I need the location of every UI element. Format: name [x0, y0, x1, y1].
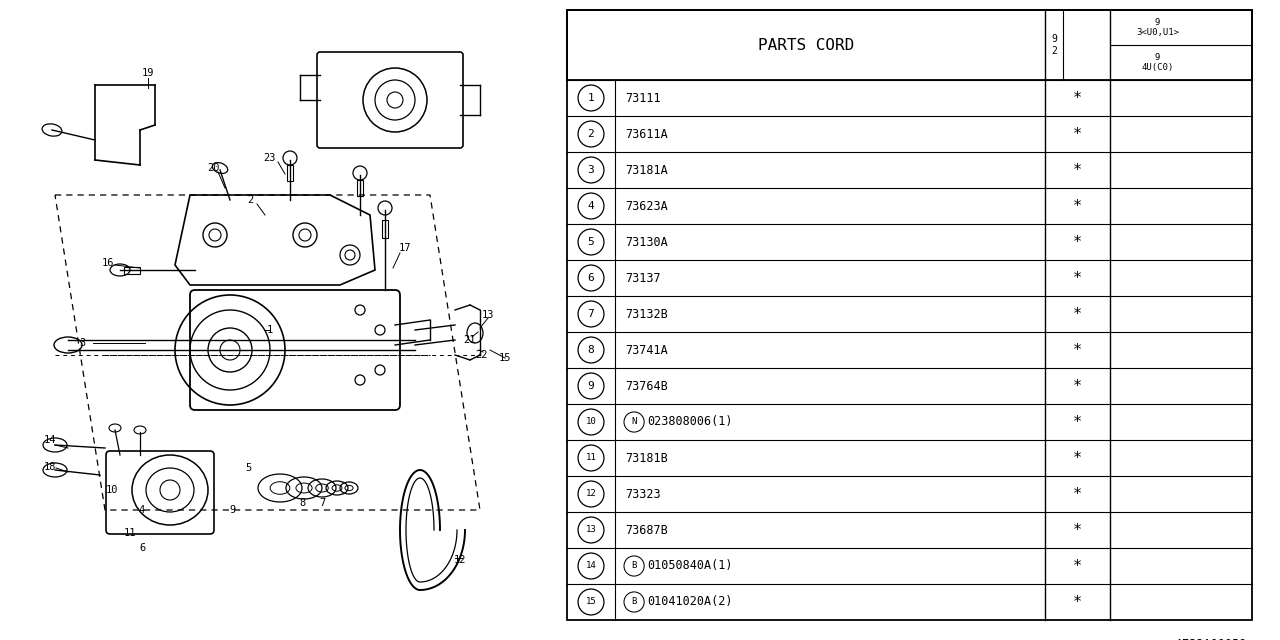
Bar	[124, 267, 140, 274]
Text: 01041020A(2): 01041020A(2)	[648, 595, 732, 609]
Text: 2: 2	[588, 129, 594, 139]
Text: 73623A: 73623A	[625, 200, 668, 212]
Bar	[381, 220, 388, 238]
Bar	[357, 180, 364, 196]
Text: 5: 5	[588, 237, 594, 247]
Text: 6: 6	[138, 543, 145, 553]
Text: 19: 19	[142, 68, 155, 78]
Text: N: N	[631, 417, 636, 426]
Text: *: *	[1073, 415, 1082, 429]
Text: *: *	[1073, 559, 1082, 573]
Text: *: *	[1073, 342, 1082, 358]
Text: 4: 4	[588, 201, 594, 211]
Text: 8: 8	[588, 345, 594, 355]
Text: *: *	[1073, 198, 1082, 214]
Bar	[287, 165, 293, 181]
Text: *: *	[1073, 378, 1082, 394]
Text: 18: 18	[44, 462, 56, 472]
Text: 6: 6	[588, 273, 594, 283]
Text: 9
4U(C0): 9 4U(C0)	[1142, 53, 1174, 72]
Text: 01050840A(1): 01050840A(1)	[648, 559, 732, 573]
Text: 12: 12	[586, 490, 596, 499]
Text: 2: 2	[247, 195, 253, 205]
Text: 16: 16	[101, 258, 114, 268]
Text: 20: 20	[207, 163, 219, 173]
Text: 9: 9	[588, 381, 594, 391]
Text: 1: 1	[266, 325, 273, 335]
Text: 73181B: 73181B	[625, 451, 668, 465]
Text: 14: 14	[44, 435, 56, 445]
Text: 15: 15	[586, 598, 596, 607]
Bar	[567, 10, 1252, 80]
Text: 9
2: 9 2	[1051, 34, 1057, 56]
Text: 22: 22	[476, 350, 488, 360]
Text: 73323: 73323	[625, 488, 660, 500]
Text: 11: 11	[124, 528, 136, 538]
Text: B: B	[631, 598, 636, 607]
Text: 13: 13	[481, 310, 494, 320]
Text: 9: 9	[230, 505, 236, 515]
Text: 4: 4	[138, 505, 145, 515]
Text: 7: 7	[319, 498, 325, 508]
Text: 023808006(1): 023808006(1)	[648, 415, 732, 429]
Text: 13: 13	[586, 525, 596, 534]
Text: 15: 15	[499, 353, 511, 363]
Text: 73764B: 73764B	[625, 380, 668, 392]
Text: *: *	[1073, 307, 1082, 321]
Text: 73687B: 73687B	[625, 524, 668, 536]
Text: 7: 7	[588, 309, 594, 319]
Text: *: *	[1073, 451, 1082, 465]
Text: B: B	[631, 561, 636, 570]
Text: 73130A: 73130A	[625, 236, 668, 248]
Text: *: *	[1073, 595, 1082, 609]
Text: *: *	[1073, 127, 1082, 141]
Text: 8: 8	[300, 498, 306, 508]
Bar	[567, 10, 1252, 620]
Text: 11: 11	[586, 454, 596, 463]
Text: 21: 21	[463, 335, 476, 345]
Text: 1: 1	[588, 93, 594, 103]
Text: *: *	[1073, 234, 1082, 250]
Text: 3: 3	[79, 338, 86, 348]
Text: 12: 12	[453, 555, 466, 565]
Text: 10: 10	[586, 417, 596, 426]
Text: *: *	[1073, 486, 1082, 502]
Text: *: *	[1073, 163, 1082, 177]
Text: 17: 17	[399, 243, 411, 253]
Text: 9
3<U0,U1>: 9 3<U0,U1>	[1137, 18, 1179, 37]
Text: 23: 23	[264, 153, 276, 163]
Text: 73741A: 73741A	[625, 344, 668, 356]
Text: *: *	[1073, 522, 1082, 538]
Text: 73132B: 73132B	[625, 307, 668, 321]
Text: *: *	[1073, 90, 1082, 106]
Text: 73611A: 73611A	[625, 127, 668, 141]
Text: 73137: 73137	[625, 271, 660, 285]
Text: 73181A: 73181A	[625, 163, 668, 177]
Text: *: *	[1073, 271, 1082, 285]
Text: A732A00058: A732A00058	[1176, 638, 1247, 640]
Text: 73111: 73111	[625, 92, 660, 104]
Text: 14: 14	[586, 561, 596, 570]
Text: 5: 5	[244, 463, 251, 473]
Text: PARTS CORD: PARTS CORD	[758, 38, 854, 52]
Text: 10: 10	[106, 485, 118, 495]
Text: 3: 3	[588, 165, 594, 175]
